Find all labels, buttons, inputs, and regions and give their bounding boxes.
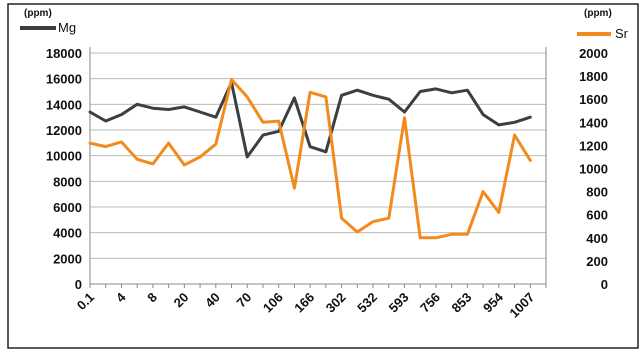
right-tick-label: 1800	[579, 69, 608, 84]
left-tick-label: 2000	[53, 251, 82, 266]
series-line-mg	[88, 81, 532, 159]
right-axis-ticks: 0 200 400 600 800 1000 1200 1400 1600 1800 2000	[579, 46, 608, 292]
left-tick-label: 12000	[46, 123, 82, 138]
left-axis-ticks: 0 2000 4000 6000 8000 10000 12000 14000 16000 180…	[46, 46, 82, 292]
legend-mg-unit: (ppm)	[24, 8, 52, 19]
right-tick-label: 0	[601, 277, 608, 292]
legend-mg-label: Mg	[58, 20, 76, 35]
right-tick-label: 200	[586, 254, 608, 269]
right-tick-label: 600	[586, 208, 608, 223]
legend-mg: (ppm) Mg	[20, 8, 76, 35]
right-tick-label: 1000	[579, 162, 608, 177]
chart-border	[7, 3, 639, 349]
left-tick-label: 10000	[46, 149, 82, 164]
left-tick-label: 16000	[46, 72, 82, 87]
right-tick-label: 1200	[579, 138, 608, 153]
series-layer	[88, 78, 532, 240]
right-tick-label: 400	[586, 231, 608, 246]
left-tick-label: 18000	[46, 46, 82, 61]
legend-sr: (ppm) Sr	[577, 8, 629, 41]
axes	[89, 47, 547, 288]
grid	[90, 52, 546, 259]
right-tick-label: 800	[586, 185, 608, 200]
series-line-sr	[88, 78, 532, 240]
left-tick-label: 0	[75, 277, 82, 292]
left-tick-label: 8000	[53, 174, 82, 189]
right-tick-label: 1400	[579, 115, 608, 130]
legend-sr-label: Sr	[615, 26, 629, 41]
legend-sr-unit: (ppm)	[584, 8, 612, 19]
left-tick-label: 6000	[53, 200, 82, 215]
right-tick-label: 1600	[579, 92, 608, 107]
left-tick-label: 4000	[53, 226, 82, 241]
right-tick-label: 2000	[579, 46, 608, 61]
left-tick-label: 14000	[46, 97, 82, 112]
